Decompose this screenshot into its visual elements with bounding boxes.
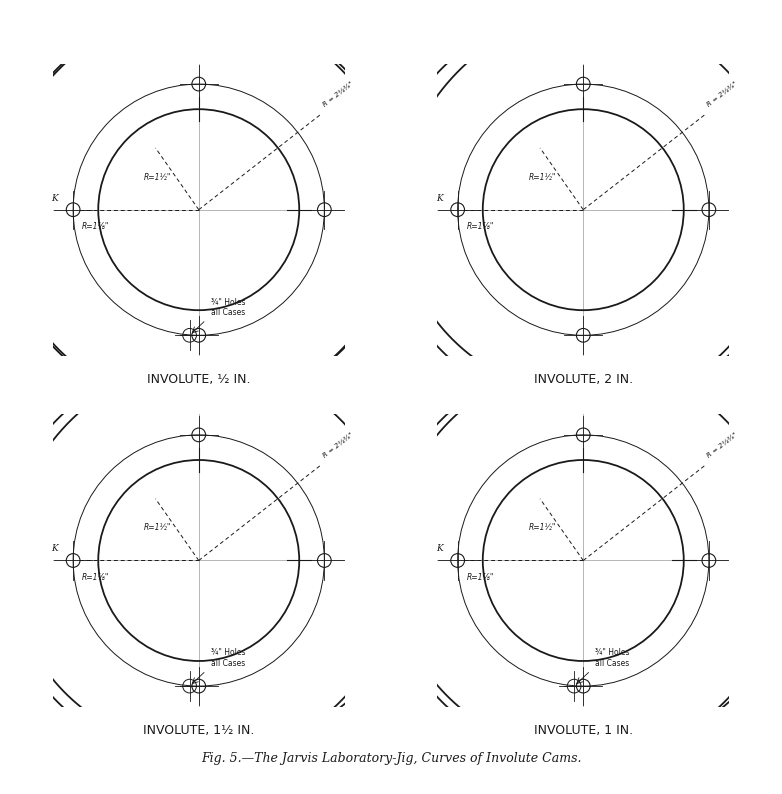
Text: R = 2¾⅜": R = 2¾⅜" [321,80,354,107]
Text: R=1⅞": R=1⅞" [466,222,493,231]
Text: R=1⅞": R=1⅞" [82,222,109,231]
Text: K: K [52,194,58,202]
Text: R = 2¾⅜": R = 2¾⅜" [321,431,354,458]
Text: K: K [436,194,443,202]
Text: R=1½": R=1½" [144,523,171,532]
Text: K: K [52,545,58,553]
Text: R=1½": R=1½" [144,172,171,182]
Text: INVOLUTE, 1 IN.: INVOLUTE, 1 IN. [533,724,633,737]
Text: R = 2¾⅜": R = 2¾⅜" [706,80,738,107]
Text: K: K [436,545,443,553]
Text: INVOLUTE, 1½ IN.: INVOLUTE, 1½ IN. [143,724,254,737]
Text: Fig. 5.—The Jarvis Laboratory-Jig, Curves of Involute Cams.: Fig. 5.—The Jarvis Laboratory-Jig, Curve… [201,752,581,765]
Text: INVOLUTE, ½ IN.: INVOLUTE, ½ IN. [147,373,250,387]
Text: R=1½": R=1½" [529,172,556,182]
Text: R=1½": R=1½" [529,523,556,532]
Text: R = 2¾⅜": R = 2¾⅜" [706,431,738,458]
Text: ¾" Holes
all Cases: ¾" Holes all Cases [595,649,630,668]
Text: R=1⅞": R=1⅞" [466,572,493,582]
Text: INVOLUTE, 2 IN.: INVOLUTE, 2 IN. [533,373,633,387]
Text: R=1⅞": R=1⅞" [82,572,109,582]
Text: ¾" Holes
all Cases: ¾" Holes all Cases [210,649,245,668]
Text: ¾" Holes
all Cases: ¾" Holes all Cases [210,298,245,317]
